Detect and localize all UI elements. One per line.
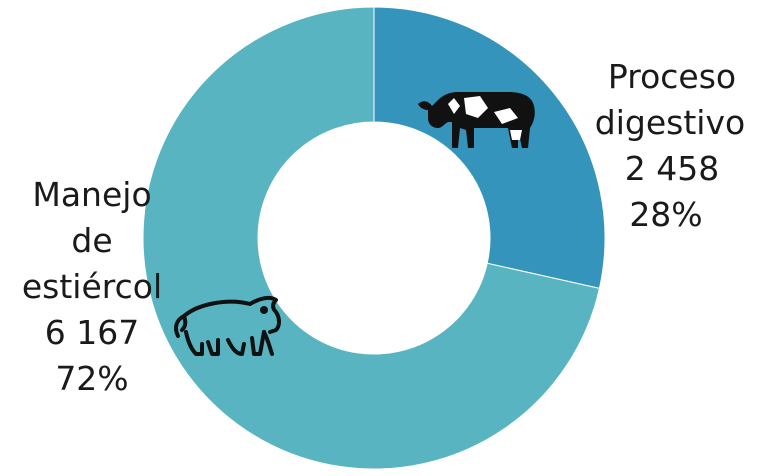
- donut-slices: [142, 6, 606, 470]
- slice-value-manejo: 6 167: [45, 313, 139, 352]
- slice-label-manejo-line1: Manejo: [32, 175, 151, 214]
- cow-icon: [418, 92, 535, 148]
- slice-label-manejo-line2: de: [71, 221, 112, 260]
- slice-percent-proceso: 28%: [629, 195, 702, 234]
- pig-icon: [174, 295, 281, 356]
- slice-label-proceso-line1: Proceso: [608, 57, 736, 96]
- slice-label-proceso-line2: digestivo: [595, 103, 745, 142]
- slice-value-proceso: 2 458: [625, 149, 719, 188]
- slice-proceso-digestivo: [373, 6, 606, 289]
- slice-label-manejo-line3: estiércol: [22, 267, 162, 306]
- slice-percent-manejo: 72%: [55, 359, 128, 398]
